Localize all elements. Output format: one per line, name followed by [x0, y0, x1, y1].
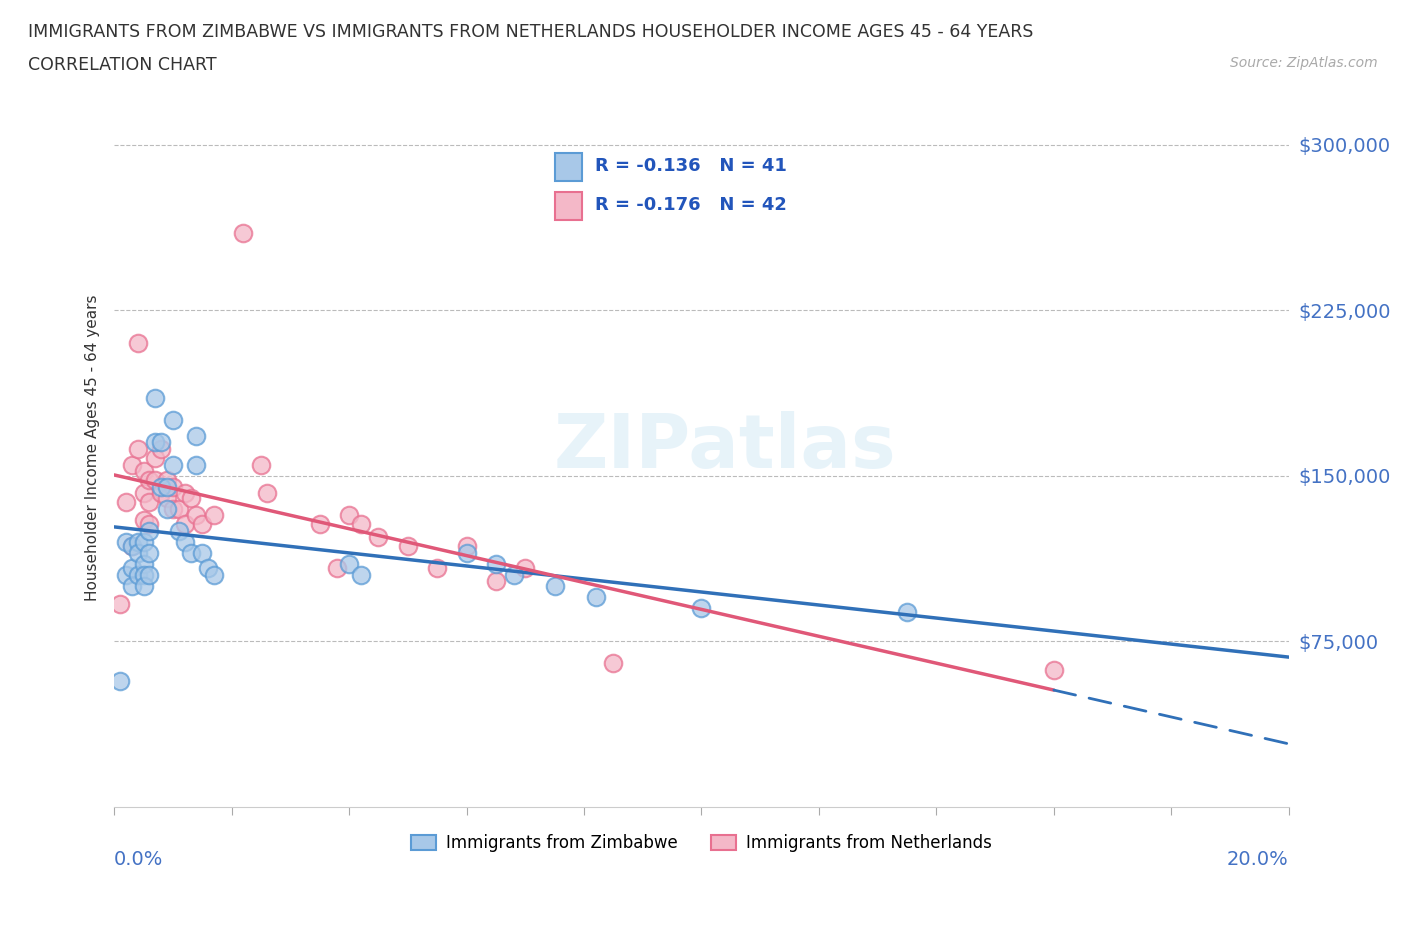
Point	[143, 435, 166, 450]
Point	[197, 561, 219, 576]
Point	[173, 485, 195, 500]
Point	[186, 508, 208, 523]
Point	[132, 567, 155, 582]
Point	[150, 435, 173, 450]
Y-axis label: Householder Income Ages 45 - 64 years: Householder Income Ages 45 - 64 years	[86, 295, 100, 601]
Point	[337, 508, 360, 523]
Point	[326, 561, 349, 576]
Point	[456, 545, 478, 560]
Point	[350, 517, 373, 532]
Point	[115, 535, 138, 550]
Point	[132, 578, 155, 593]
Point	[602, 656, 624, 671]
Point	[232, 225, 254, 240]
Point	[485, 574, 508, 589]
Point	[132, 512, 155, 527]
Point	[150, 485, 173, 500]
Legend: Immigrants from Zimbabwe, Immigrants from Netherlands: Immigrants from Zimbabwe, Immigrants fro…	[405, 828, 998, 859]
Point	[143, 391, 166, 405]
Point	[1043, 662, 1066, 677]
Point	[138, 545, 160, 560]
Text: IMMIGRANTS FROM ZIMBABWE VS IMMIGRANTS FROM NETHERLANDS HOUSEHOLDER INCOME AGES : IMMIGRANTS FROM ZIMBABWE VS IMMIGRANTS F…	[28, 23, 1033, 41]
Point	[456, 538, 478, 553]
Point	[115, 495, 138, 510]
Point	[162, 413, 184, 428]
Text: 20.0%: 20.0%	[1227, 850, 1289, 869]
Point	[173, 517, 195, 532]
Point	[138, 495, 160, 510]
Point	[485, 556, 508, 571]
Point	[156, 490, 179, 505]
Point	[543, 578, 565, 593]
Point	[350, 567, 373, 582]
Point	[127, 545, 149, 560]
Point	[121, 538, 143, 553]
Point	[191, 545, 214, 560]
Point	[127, 442, 149, 457]
Point	[502, 567, 524, 582]
Point	[337, 556, 360, 571]
Point	[132, 556, 155, 571]
Point	[186, 429, 208, 444]
Point	[150, 442, 173, 457]
Point	[108, 596, 131, 611]
Point	[156, 501, 179, 516]
Point	[515, 561, 537, 576]
Point	[426, 561, 449, 576]
Point	[156, 472, 179, 487]
Point	[132, 485, 155, 500]
Point	[896, 604, 918, 619]
Point	[250, 457, 273, 472]
Point	[138, 517, 160, 532]
Point	[202, 567, 225, 582]
Point	[127, 535, 149, 550]
Point	[108, 673, 131, 688]
Point	[180, 545, 202, 560]
Text: Source: ZipAtlas.com: Source: ZipAtlas.com	[1230, 56, 1378, 70]
Point	[138, 567, 160, 582]
Text: ZIPatlas: ZIPatlas	[554, 411, 896, 485]
Point	[173, 535, 195, 550]
Point	[138, 524, 160, 538]
Point	[690, 601, 713, 616]
Point	[308, 517, 330, 532]
Point	[156, 479, 179, 494]
Point	[127, 336, 149, 351]
Text: CORRELATION CHART: CORRELATION CHART	[28, 56, 217, 73]
Point	[121, 578, 143, 593]
Point	[121, 457, 143, 472]
Point	[202, 508, 225, 523]
Point	[150, 479, 173, 494]
Point	[367, 530, 389, 545]
Point	[162, 501, 184, 516]
Point	[162, 457, 184, 472]
Point	[180, 490, 202, 505]
Point	[132, 464, 155, 479]
Point	[115, 567, 138, 582]
Point	[121, 538, 143, 553]
Point	[143, 472, 166, 487]
Point	[138, 472, 160, 487]
Point	[121, 561, 143, 576]
Point	[132, 535, 155, 550]
Point	[167, 501, 190, 516]
Point	[162, 479, 184, 494]
Point	[256, 485, 278, 500]
Point	[167, 524, 190, 538]
Point	[186, 457, 208, 472]
Point	[396, 538, 419, 553]
Point	[585, 590, 607, 604]
Point	[143, 450, 166, 465]
Text: 0.0%: 0.0%	[114, 850, 163, 869]
Point	[127, 567, 149, 582]
Point	[191, 517, 214, 532]
